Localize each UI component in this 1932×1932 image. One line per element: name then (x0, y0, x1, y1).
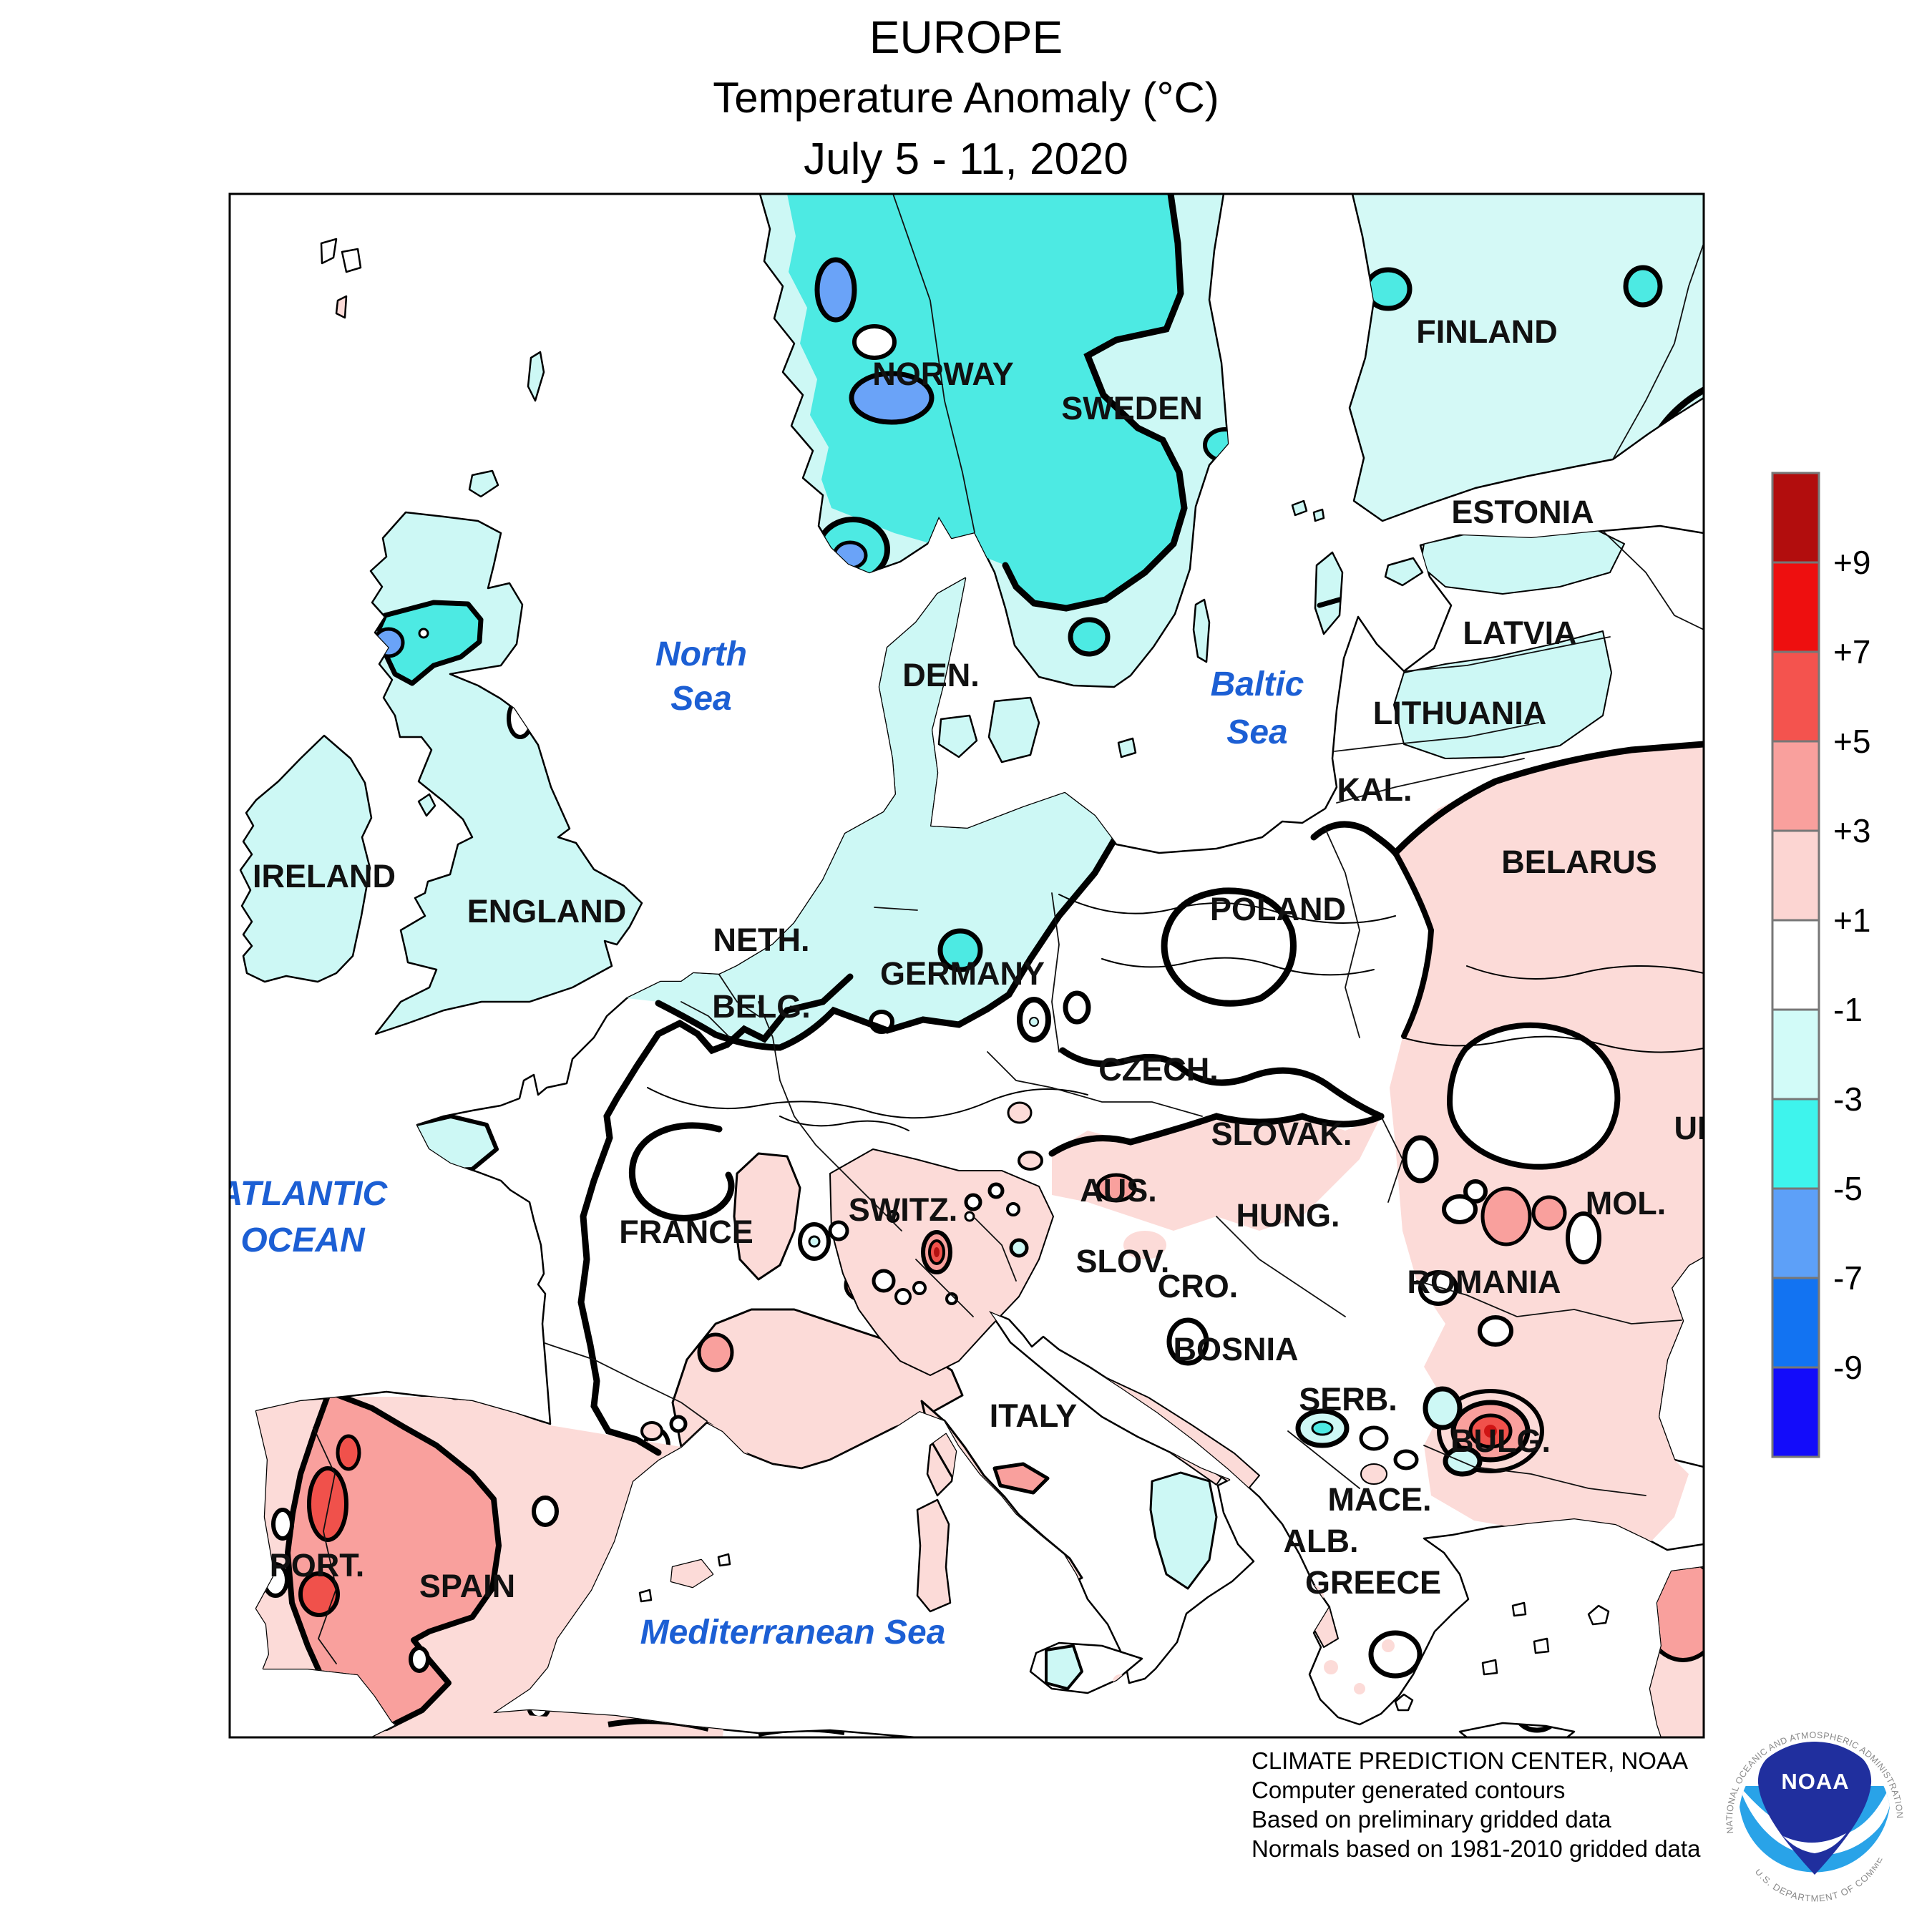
svg-text:SWEDEN: SWEDEN (1061, 390, 1203, 426)
svg-text:ENGLAND: ENGLAND (467, 893, 627, 930)
svg-text:IRELAND: IRELAND (253, 858, 396, 894)
svg-text:GERMANY: GERMANY (880, 955, 1045, 992)
svg-text:-5: -5 (1833, 1170, 1863, 1207)
svg-text:Sea: Sea (670, 680, 731, 718)
svg-text:North: North (655, 635, 747, 673)
svg-text:ALB.: ALB. (1284, 1523, 1359, 1559)
svg-text:PORT.: PORT. (270, 1547, 365, 1584)
svg-text:SPAIN: SPAIN (419, 1568, 515, 1604)
svg-text:EUROPE: EUROPE (869, 11, 1063, 63)
svg-text:MACE.: MACE. (1328, 1481, 1432, 1518)
svg-text:UK: UK (1674, 1110, 1721, 1146)
svg-text:BOSNIA: BOSNIA (1173, 1331, 1298, 1367)
svg-text:GREECE: GREECE (1305, 1564, 1441, 1601)
svg-text:Based on preliminary gridded d: Based on preliminary gridded data (1252, 1806, 1611, 1833)
svg-text:Sea: Sea (1226, 713, 1287, 751)
svg-text:Normals based on 1981-2010 gri: Normals based on 1981-2010 gridded data (1252, 1835, 1701, 1862)
svg-text:+3: +3 (1833, 812, 1870, 849)
svg-text:-9: -9 (1833, 1349, 1863, 1386)
svg-text:ATLANTIC: ATLANTIC (218, 1175, 389, 1213)
svg-text:+9: +9 (1833, 544, 1870, 581)
svg-text:FINLAND: FINLAND (1416, 313, 1557, 350)
svg-text:+1: +1 (1833, 902, 1870, 939)
svg-text:+5: +5 (1833, 723, 1870, 760)
svg-text:NETH.: NETH. (713, 922, 810, 958)
svg-text:LITHUANIA: LITHUANIA (1373, 695, 1546, 731)
svg-text:SERB.: SERB. (1299, 1381, 1397, 1418)
svg-text:Computer generated contours: Computer generated contours (1252, 1777, 1565, 1803)
svg-text:July 5 - 11, 2020: July 5 - 11, 2020 (804, 135, 1128, 184)
svg-text:FRANCE: FRANCE (619, 1214, 753, 1250)
svg-text:ROMANIA: ROMANIA (1407, 1264, 1561, 1300)
svg-text:Mediterranean Sea: Mediterranean Sea (640, 1614, 946, 1652)
svg-text:BELARUS: BELARUS (1501, 844, 1657, 880)
svg-text:NOAA: NOAA (1781, 1769, 1849, 1794)
svg-text:MOL.: MOL. (1586, 1185, 1666, 1221)
svg-text:BULG.: BULG. (1450, 1423, 1551, 1459)
svg-text:CLIMATE PREDICTION CENTER, NOA: CLIMATE PREDICTION CENTER, NOAA (1252, 1747, 1688, 1774)
svg-text:AUS.: AUS. (1080, 1172, 1157, 1209)
svg-text:+7: +7 (1833, 633, 1870, 670)
svg-text:SLOVAK.: SLOVAK. (1211, 1116, 1352, 1152)
svg-text:-3: -3 (1833, 1080, 1863, 1118)
svg-text:SWITZ.: SWITZ. (849, 1191, 957, 1228)
svg-text:-1: -1 (1833, 991, 1863, 1028)
svg-text:Temperature Anomaly (°C): Temperature Anomaly (°C) (713, 74, 1219, 122)
svg-text:HUNG.: HUNG. (1236, 1197, 1340, 1234)
svg-text:ESTONIA: ESTONIA (1451, 494, 1594, 530)
svg-text:OCEAN: OCEAN (240, 1221, 366, 1259)
svg-text:CZECH.: CZECH. (1098, 1051, 1219, 1088)
svg-text:-7: -7 (1833, 1259, 1863, 1297)
svg-text:Baltic: Baltic (1211, 665, 1304, 703)
svg-text:DEN.: DEN. (902, 657, 980, 693)
svg-text:LATVIA: LATVIA (1463, 615, 1576, 651)
svg-text:NORWAY: NORWAY (872, 356, 1014, 392)
svg-text:CRO.: CRO. (1158, 1268, 1239, 1304)
svg-text:KAL.: KAL. (1337, 771, 1413, 808)
svg-text:BELG.: BELG. (712, 988, 811, 1025)
svg-text:POLAND: POLAND (1210, 891, 1346, 927)
svg-text:SLOV.: SLOV. (1076, 1243, 1170, 1279)
svg-text:ITALY: ITALY (990, 1397, 1078, 1434)
